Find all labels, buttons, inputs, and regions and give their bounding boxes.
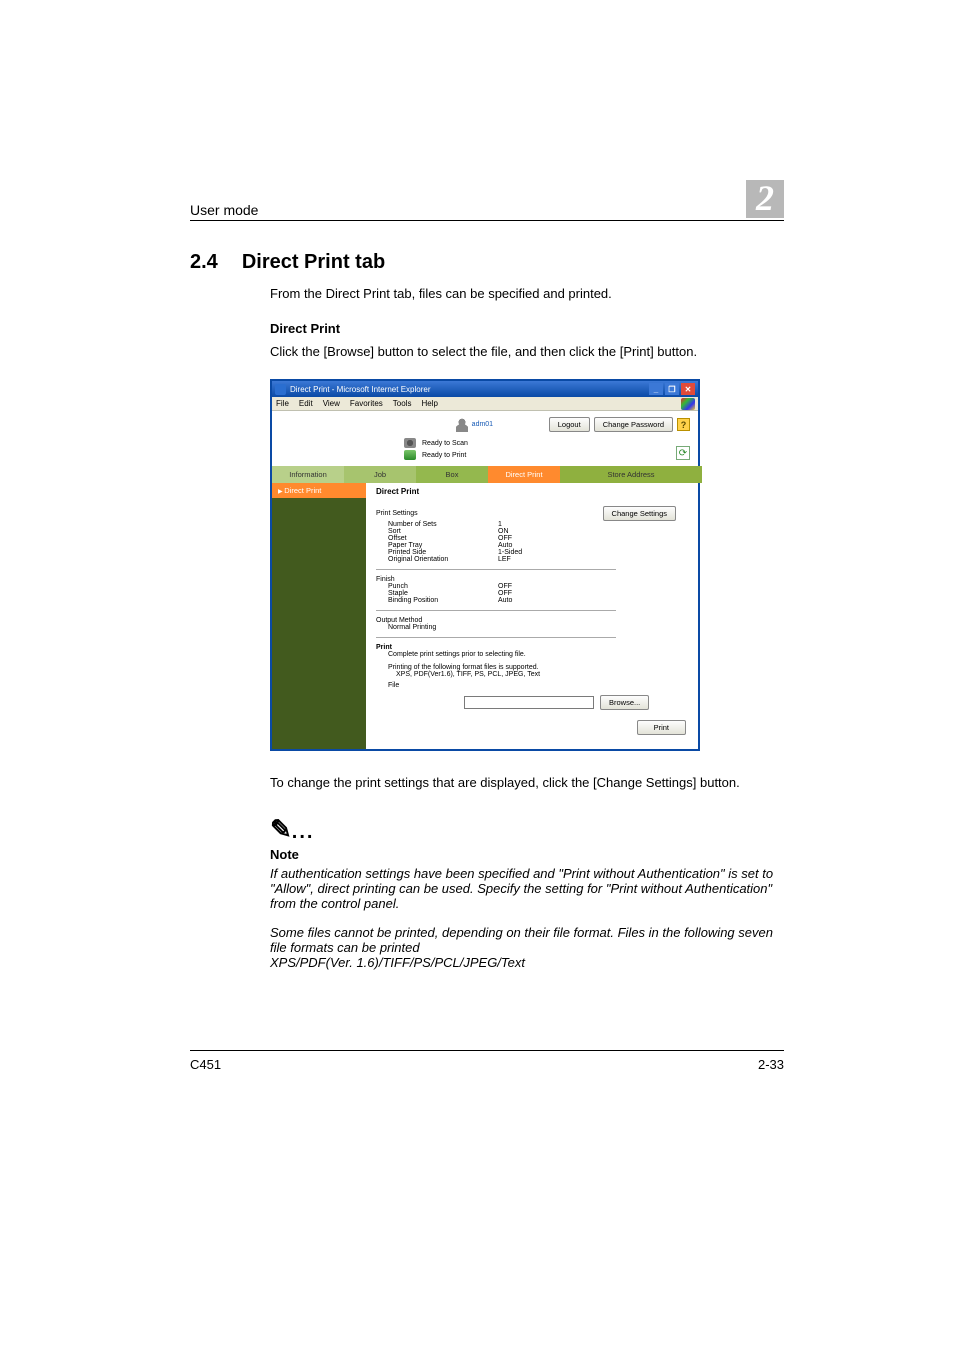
group-output-label: Output Method: [376, 617, 688, 624]
section-intro: From the Direct Print tab, files can be …: [270, 286, 784, 301]
panel-title: Direct Print: [376, 487, 688, 496]
menu-help[interactable]: Help: [421, 399, 437, 408]
maximize-icon[interactable]: ❐: [665, 383, 679, 395]
menu-favorites[interactable]: Favorites: [350, 399, 383, 408]
file-path-input[interactable]: [464, 696, 594, 709]
file-label: File: [376, 682, 688, 689]
note-icon: ✎...: [270, 814, 784, 845]
tab-direct-print[interactable]: Direct Print: [488, 466, 560, 483]
note-paragraph-2: Some files cannot be printed, depending …: [270, 925, 784, 955]
menu-tools[interactable]: Tools: [393, 399, 412, 408]
embedded-screenshot: Direct Print - Microsoft Internet Explor…: [270, 379, 700, 751]
help-icon[interactable]: ?: [677, 418, 690, 431]
main-tabs: Information Job Box Direct Print Store A…: [272, 466, 698, 483]
section-number: 2.4: [190, 251, 218, 274]
side-nav: Direct Print: [272, 483, 366, 749]
window-controls[interactable]: _ ❐ ✕: [649, 383, 695, 395]
note-label: Note: [270, 847, 784, 862]
subsection-title: Direct Print: [270, 321, 784, 336]
logged-in-user: adm01: [456, 418, 493, 432]
status-scan: Ready to Scan: [422, 440, 468, 447]
refresh-icon[interactable]: ⟳: [676, 446, 690, 460]
tab-information[interactable]: Information: [272, 466, 344, 483]
print-button[interactable]: Print: [637, 720, 686, 735]
section-title: Direct Print tab: [242, 251, 385, 274]
person-icon: [456, 418, 468, 432]
footer-right: 2-33: [758, 1057, 784, 1072]
status-print: Ready to Print: [422, 452, 466, 459]
tab-store-address[interactable]: Store Address: [560, 466, 702, 483]
note-paragraph-1: If authentication settings have been spe…: [270, 866, 784, 911]
window-titlebar: Direct Print - Microsoft Internet Explor…: [272, 381, 698, 397]
ie-icon: [275, 384, 286, 395]
group-finish-label: Finish: [376, 576, 688, 583]
chapter-number: 2: [746, 180, 784, 218]
group-print-label: Print: [376, 644, 688, 651]
print-hint-3: XPS, PDF(Ver1.6), TIFF, PS, PCL, JPEG, T…: [376, 671, 688, 678]
subsection-text: Click the [Browse] button to select the …: [270, 344, 784, 359]
change-settings-button[interactable]: Change Settings: [603, 506, 676, 521]
minimize-icon[interactable]: _: [649, 383, 663, 395]
scanner-icon: [404, 438, 416, 448]
browser-menubar[interactable]: File Edit View Favorites Tools Help: [272, 397, 698, 411]
side-item-direct-print[interactable]: Direct Print: [272, 483, 366, 498]
printer-icon: [404, 450, 416, 460]
group-print-settings-label: Print Settings: [376, 510, 418, 517]
print-hint-1: Complete print settings prior to selecti…: [376, 651, 688, 658]
browse-button[interactable]: Browse...: [600, 695, 649, 710]
change-password-button[interactable]: Change Password: [594, 417, 673, 432]
window-title: Direct Print - Microsoft Internet Explor…: [290, 385, 430, 394]
note-paragraph-3: XPS/PDF(Ver. 1.6)/TIFF/PS/PCL/JPEG/Text: [270, 955, 784, 970]
print-hint-2: Printing of the following format files i…: [376, 664, 688, 671]
windows-flag-icon: [681, 398, 695, 410]
header-left: User mode: [190, 202, 258, 218]
menu-file[interactable]: File: [276, 399, 289, 408]
logout-button[interactable]: Logout: [549, 417, 590, 432]
tab-job[interactable]: Job: [344, 466, 416, 483]
menu-edit[interactable]: Edit: [299, 399, 313, 408]
menu-view[interactable]: View: [323, 399, 340, 408]
post-screenshot-text: To change the print settings that are di…: [270, 775, 784, 790]
footer-left: C451: [190, 1057, 221, 1072]
close-icon[interactable]: ✕: [681, 383, 695, 395]
tab-box[interactable]: Box: [416, 466, 488, 483]
